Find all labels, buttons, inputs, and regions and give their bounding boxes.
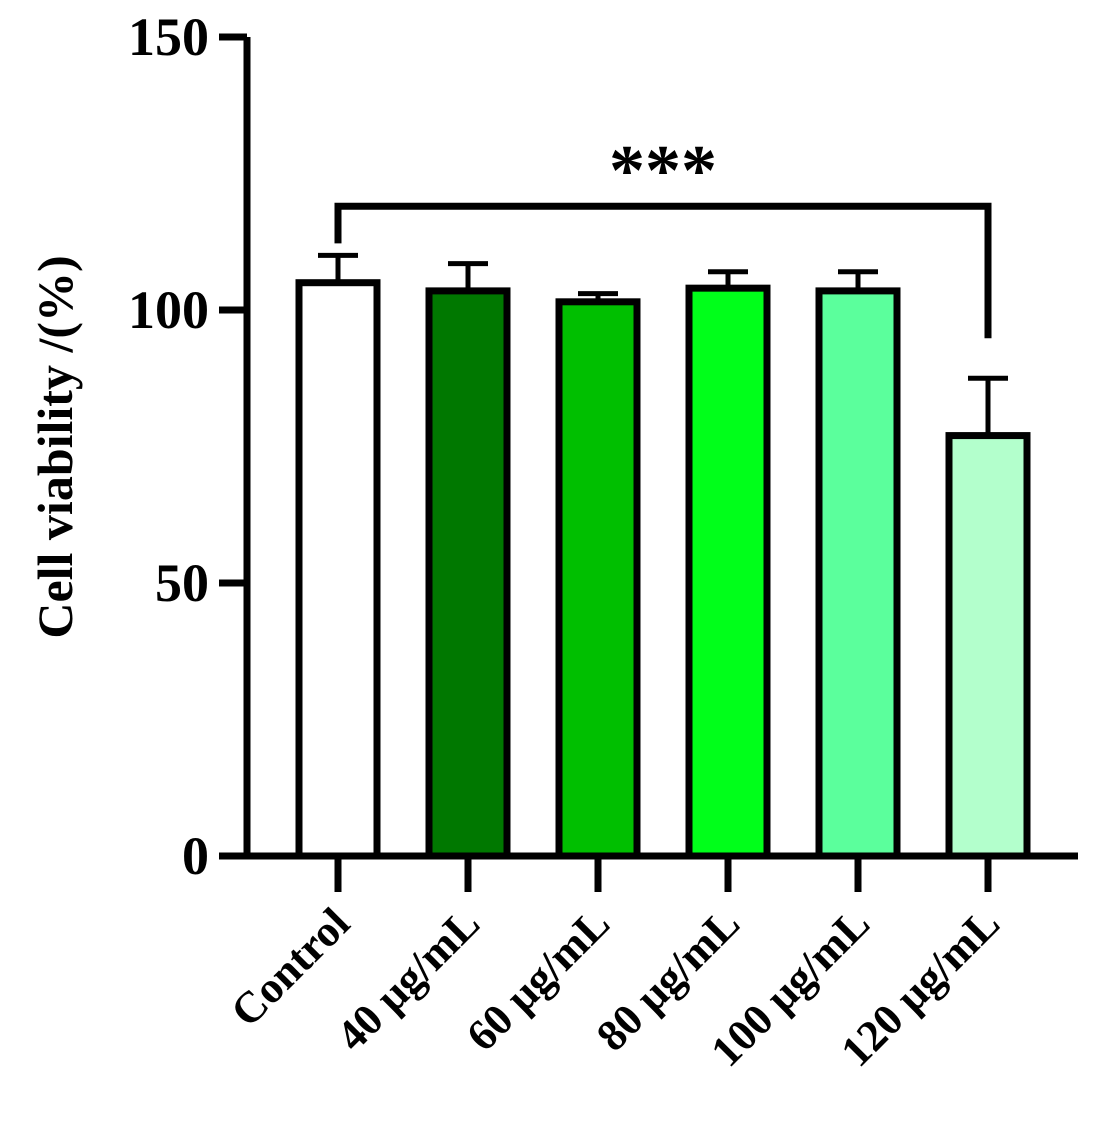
significance-label: *** bbox=[609, 130, 717, 210]
x-tick-label: 60 μg/mL bbox=[457, 898, 619, 1060]
bar bbox=[295, 279, 381, 860]
significance-annotation: *** bbox=[334, 130, 992, 339]
y-tick-label: 150 bbox=[128, 7, 209, 67]
bars bbox=[295, 279, 1031, 860]
bar bbox=[815, 287, 901, 860]
y-axis: 0 50 100 150 bbox=[128, 7, 251, 886]
x-tick-label: 40 μg/mL bbox=[327, 898, 489, 1060]
bar bbox=[945, 432, 1031, 860]
y-tick-label: 50 bbox=[155, 553, 209, 613]
bar bbox=[685, 284, 771, 860]
error-bars bbox=[318, 252, 1008, 436]
bar bbox=[555, 298, 641, 860]
y-tick-label: 0 bbox=[182, 826, 209, 886]
bar bbox=[425, 287, 511, 860]
y-axis-label: Cell viability /(%) bbox=[27, 255, 83, 638]
significance-bracket bbox=[334, 202, 992, 339]
y-tick-label: 100 bbox=[128, 280, 209, 340]
